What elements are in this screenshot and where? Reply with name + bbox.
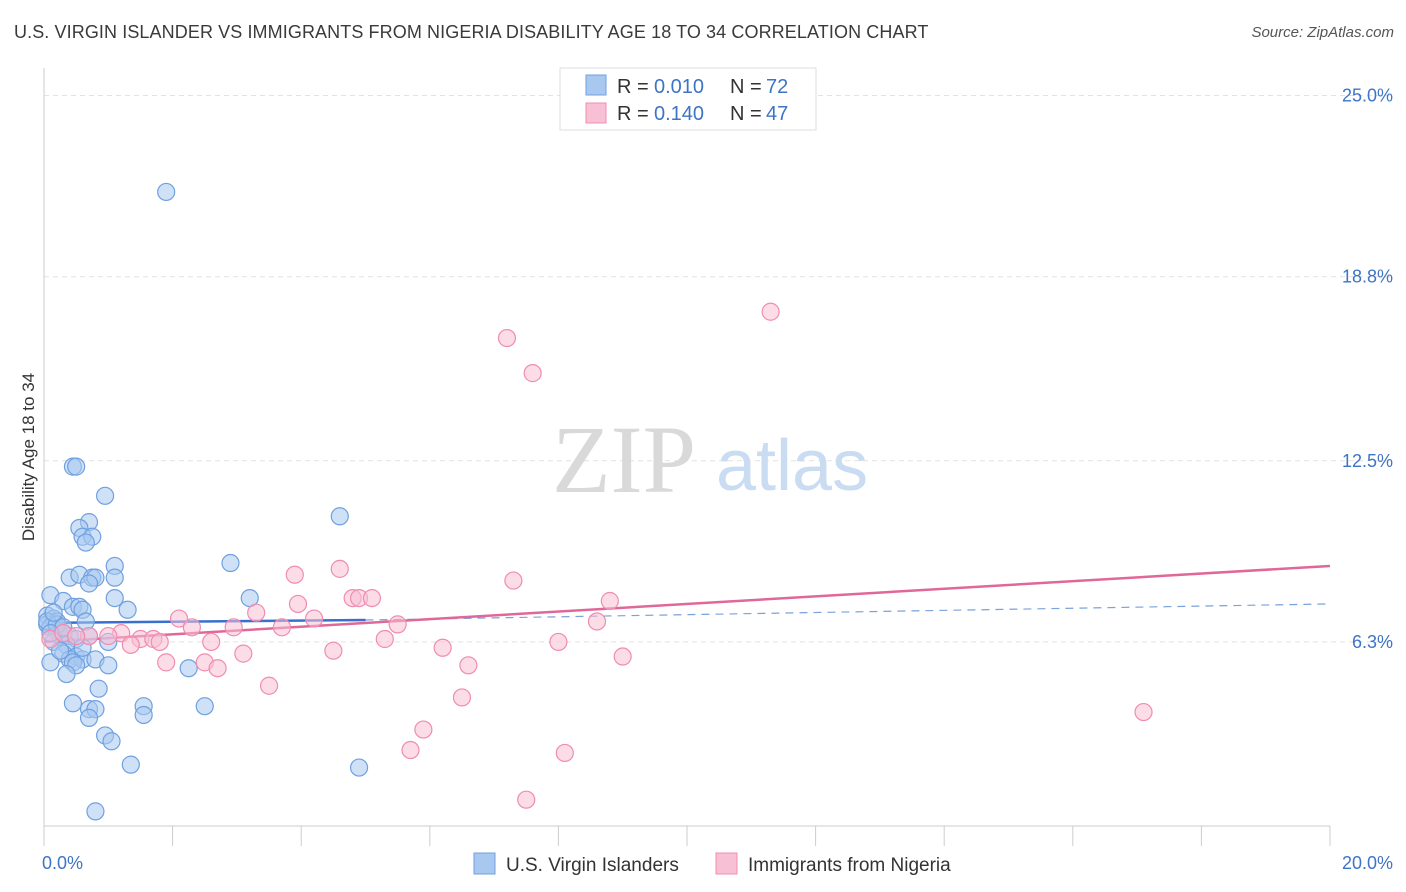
point-nigeria [224,618,243,637]
chart-source: Source: ZipAtlas.com [1251,24,1394,41]
series-legend: U.S. Virgin Islanders Immigrants from Ni… [473,852,951,876]
point-nigeria [157,653,176,672]
point-virgin-islanders [57,664,76,684]
point-virgin-islanders [105,568,124,587]
point-virgin-islanders [63,694,83,713]
point-virgin-islanders [86,802,105,821]
x-tick-labels: 0.0% 20.0% [42,853,1393,873]
legend-swatch-blue [585,74,607,96]
point-nigeria [259,676,279,695]
point-virgin-islanders [95,486,115,505]
point-nigeria [121,635,140,654]
point-nigeria [388,615,407,634]
point-virgin-islanders [79,574,99,593]
watermark-zip: ZIP [552,406,696,513]
point-nigeria [272,618,292,637]
point-virgin-islanders [349,758,369,777]
point-nigeria [433,638,452,657]
y-tick-label: 18.8% [1342,267,1393,287]
point-nigeria [1134,702,1153,722]
legend-r-value-1: 0.010 [654,76,704,98]
legend-r-label-2: R = [617,103,649,125]
point-nigeria [362,588,382,608]
point-nigeria [459,656,478,675]
trend-line-1 [43,564,1331,644]
point-nigeria [555,743,574,763]
point-nigeria [234,644,253,663]
legend-n-label-1: N = [730,76,762,98]
point-nigeria [452,688,472,707]
point-virgin-islanders [67,457,86,476]
point-virgin-islanders [99,656,118,675]
gridlines [44,95,1390,643]
point-nigeria [324,641,343,660]
point-nigeria [285,565,304,584]
legend-n-value-1: 72 [766,76,788,98]
point-nigeria [613,647,632,666]
point-nigeria [587,612,607,631]
chart-title: U.S. VIRGIN ISLANDER VS IMMIGRANTS FROM … [14,22,929,42]
point-nigeria [202,632,221,652]
legend-r-value-2: 0.140 [654,103,704,125]
watermark-atlas: atlas [716,426,868,506]
x-tick-label: 20.0% [1342,853,1393,873]
data-points [38,182,1153,821]
point-nigeria [288,594,308,614]
series-legend-label-nigeria: Immigrants from Nigeria [748,855,951,876]
point-nigeria [208,659,227,678]
y-tick-labels: 25.0% 18.8% 12.5% 6.3% [1342,86,1393,652]
point-nigeria [401,740,420,760]
point-nigeria [375,629,394,649]
point-nigeria [330,559,349,578]
point-nigeria [600,591,619,611]
point-nigeria [517,790,536,809]
point-virgin-islanders [102,732,121,751]
y-tick-label: 25.0% [1342,86,1393,106]
trend-line-extension-0 [365,603,1331,621]
point-nigeria [182,618,201,637]
point-nigeria [549,632,568,652]
point-virgin-islanders [76,533,95,552]
point-virgin-islanders [221,553,240,573]
point-virgin-islanders [157,182,176,202]
point-virgin-islanders [44,603,63,622]
point-nigeria [523,364,542,383]
point-virgin-islanders [41,653,60,672]
point-virgin-islanders [330,507,349,526]
y-tick-label: 6.3% [1352,632,1393,652]
point-virgin-islanders [195,697,214,716]
point-nigeria [247,603,266,622]
x-tick-label: 0.0% [42,853,83,873]
point-nigeria [150,632,169,652]
point-virgin-islanders [79,708,99,727]
point-virgin-islanders [50,641,70,660]
legend-swatch-pink [585,102,607,124]
legend-n-value-2: 47 [766,103,788,125]
point-virgin-islanders [121,755,140,774]
point-nigeria [169,609,189,628]
point-virgin-islanders [89,679,108,698]
point-nigeria [99,626,118,646]
series-legend-label-virgin-islanders: U.S. Virgin Islanders [506,855,679,876]
point-nigeria [497,328,517,348]
legend-r-label-1: R = [617,76,649,98]
point-virgin-islanders [118,600,137,619]
point-virgin-islanders [134,705,153,725]
axes [43,68,1331,846]
y-axis-label: Disability Age 18 to 34 [19,373,38,541]
point-nigeria [504,571,523,590]
y-tick-label: 12.5% [1342,451,1393,471]
point-nigeria [414,720,433,739]
point-nigeria [67,626,86,646]
point-virgin-islanders [179,659,198,678]
point-nigeria [304,609,324,628]
watermark: ZIP atlas [552,406,868,513]
legend-n-label-2: N = [730,103,762,125]
stats-legend: R = 0.010 N = 72 R = 0.140 N = 47 [559,67,817,131]
point-nigeria [761,302,780,321]
series-legend-swatch-nigeria [715,852,738,875]
series-legend-swatch-virgin-islanders [473,852,496,875]
point-virgin-islanders [105,588,124,608]
